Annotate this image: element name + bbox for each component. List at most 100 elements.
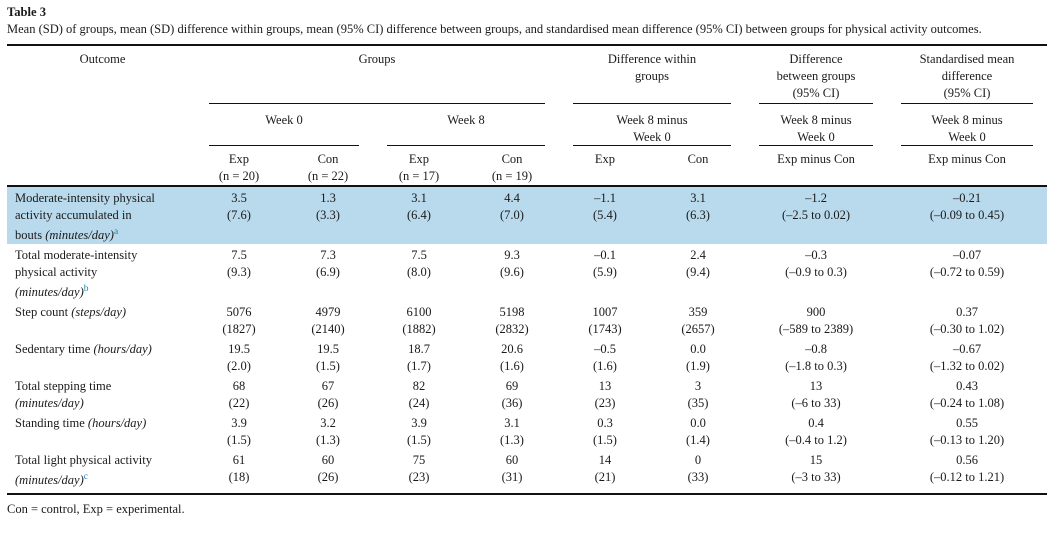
rule-under-w8minus-within <box>573 145 731 146</box>
header-week8-minus-week0-std: Week 8 minus Week 0 <box>887 104 1047 146</box>
cell-con-diff-within: 0.0 (1.4) <box>686 416 710 448</box>
table-caption: Mean (SD) of groups, mean (SD) differenc… <box>7 22 982 36</box>
row-label-text: Sedentary time <box>15 342 94 357</box>
col-header-exp-week8: Exp (n = 17) <box>373 146 465 187</box>
cell-exp-diff-within: 13 (23) <box>594 379 616 411</box>
cell-exp-week0: 61 (18) <box>228 453 250 485</box>
rule-under-w8minus-between <box>759 145 873 146</box>
cell-std-diff: –0.21 (–0.09 to 0.45) <box>887 187 1047 245</box>
cell-con-week0: 67 (26) <box>317 379 339 411</box>
cell-std-diff: 0.37 (–0.30 to 1.02) <box>929 305 1005 337</box>
table-row: Total moderate-intensity physical activi… <box>7 244 1047 301</box>
table-header: Outcome Groups Difference within groups … <box>7 46 1047 187</box>
cell-con-week8: 4.4 (7.0) <box>465 187 559 245</box>
header-outcome: Outcome <box>7 46 195 187</box>
cell-con-week0: 60 (26) <box>317 453 339 485</box>
cell-diff-between: 13 (–6 to 33) <box>791 379 841 411</box>
cell-exp-diff-within: –1.1 (5.4) <box>559 187 651 245</box>
row-label: Moderate-intensity physical activity acc… <box>7 187 195 245</box>
cell-con-week0: 4979 (2140) <box>311 305 345 337</box>
cell-exp-week0: 7.5 (9.3) <box>227 248 251 280</box>
cell-diff-between: 0.4 (–0.4 to 1.2) <box>785 416 847 448</box>
footnote-marker-link[interactable]: b <box>83 284 89 295</box>
row-label: Standing time (hours/day) <box>7 412 195 449</box>
row-label-unit: (steps/day) <box>71 305 127 320</box>
cell-con-week8: 60 (31) <box>501 453 523 485</box>
rule-under-week0 <box>209 145 359 146</box>
cell-std-diff: 0.55 (–0.13 to 1.20) <box>929 416 1005 448</box>
cell-diff-between: 15 (–3 to 33) <box>791 453 841 485</box>
rule-under-week8 <box>387 145 545 146</box>
cell-exp-diff-within: 14 (21) <box>594 453 616 485</box>
cell-con-week0: 1.3 (3.3) <box>283 187 373 245</box>
row-label-unit: (minutes/day) <box>15 396 84 411</box>
row-label-text: Total stepping time <box>15 379 112 394</box>
cell-exp-week8: 7.5 (8.0) <box>407 248 431 280</box>
cell-exp-week8: 3.9 (1.5) <box>407 416 431 448</box>
header-groups: Groups <box>195 46 559 104</box>
header-week8-minus-week0-within: Week 8 minus Week 0 <box>559 104 745 146</box>
cell-con-diff-within: 0.0 (1.9) <box>686 342 710 374</box>
cell-exp-week0: 68 (22) <box>228 379 250 411</box>
footnote-marker-link[interactable]: a <box>113 227 119 237</box>
col-header-exp-diff: Exp <box>559 146 651 187</box>
header-difference-between-groups: Difference between groups (95% CI) <box>745 46 887 104</box>
row-label: Step count (steps/day) <box>7 301 195 338</box>
header-week8-minus-week0-between: Week 8 minus Week 0 <box>745 104 887 146</box>
cell-con-week0: 19.5 (1.5) <box>316 342 340 374</box>
col-header-con-week0: Con (n = 22) <box>283 146 373 187</box>
cell-con-diff-within: 3.1 (6.3) <box>651 187 745 245</box>
cell-std-diff: –0.67 (–1.32 to 0.02) <box>929 342 1005 374</box>
cell-exp-diff-within: 1007 (1743) <box>588 305 622 337</box>
cell-diff-between: –0.3 (–0.9 to 0.3) <box>785 248 847 280</box>
cell-std-diff: 0.43 (–0.24 to 1.08) <box>929 379 1005 411</box>
row-label-text: Standing time <box>15 416 88 431</box>
cell-diff-between: –1.2 (–2.5 to 0.02) <box>745 187 887 245</box>
row-label: Total light physical activity (minutes/d… <box>7 449 195 493</box>
header-standardised-mean-difference: Standardised mean difference (95% CI) <box>887 46 1047 104</box>
cell-exp-week0: 19.5 (2.0) <box>227 342 251 374</box>
rule-under-between <box>759 103 873 104</box>
row-label: Sedentary time (hours/day) <box>7 338 195 375</box>
cell-exp-week8: 82 (24) <box>408 379 430 411</box>
cell-con-week8: 69 (36) <box>501 379 523 411</box>
cell-exp-week0: 3.5 (7.6) <box>195 187 283 245</box>
header-difference-within-groups: Difference within groups <box>559 46 745 104</box>
cell-con-week8: 20.6 (1.6) <box>500 342 524 374</box>
row-label-unit: (hours/day) <box>87 416 147 431</box>
table-row: Standing time (hours/day) 3.9 (1.5) 3.2 (1… <box>7 412 1047 449</box>
col-header-exp-minus-con-between: Exp minus Con <box>745 146 887 187</box>
cell-con-diff-within: 3 (35) <box>687 379 709 411</box>
footnote-marker-link[interactable]: c <box>83 472 88 483</box>
table-row: Total stepping time (minutes/day) 68 (22)… <box>7 375 1047 412</box>
cell-exp-week8: 6100 (1882) <box>402 305 436 337</box>
rule-under-w8minus-std <box>901 145 1033 146</box>
cell-diff-between: –0.8 (–1.8 to 0.3) <box>785 342 847 374</box>
cell-con-diff-within: 0 (33) <box>687 453 709 485</box>
col-header-exp-minus-con-std: Exp minus Con <box>887 146 1047 187</box>
row-label-text: Step count <box>15 305 72 320</box>
row-label-text: Moderate-intensity physical activity acc… <box>15 191 155 243</box>
cell-exp-week8: 18.7 (1.7) <box>407 342 431 374</box>
row-label-unit: (minutes/day) <box>15 285 84 300</box>
cell-con-week0: 3.2 (1.3) <box>316 416 340 448</box>
header-week8: Week 8 <box>373 104 559 146</box>
cell-con-diff-within: 359 (2657) <box>681 305 715 337</box>
cell-exp-week0: 3.9 (1.5) <box>227 416 251 448</box>
rule-under-std <box>901 103 1033 104</box>
col-header-con-week8: Con (n = 19) <box>465 146 559 187</box>
cell-exp-diff-within: 0.3 (1.5) <box>593 416 617 448</box>
table-row: Total light physical activity (minutes/d… <box>7 449 1047 493</box>
row-label-text: Total light physical activity <box>15 453 152 468</box>
row-label-text: Total moderate-intensity physical activi… <box>15 248 138 280</box>
cell-std-diff: –0.07 (–0.72 to 0.59) <box>929 248 1005 280</box>
cell-exp-week8: 75 (23) <box>408 453 430 485</box>
cell-exp-diff-within: –0.1 (5.9) <box>593 248 617 280</box>
table-row: Moderate-intensity physical activity acc… <box>7 187 1047 245</box>
cell-con-week8: 3.1 (1.3) <box>500 416 524 448</box>
outcomes-table: Outcome Groups Difference within groups … <box>7 44 1047 496</box>
row-label: Total stepping time (minutes/day) <box>7 375 195 412</box>
rule-under-groups <box>209 103 545 104</box>
rule-under-within <box>573 103 731 104</box>
